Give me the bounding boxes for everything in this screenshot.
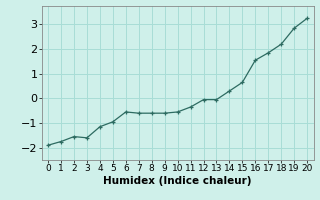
X-axis label: Humidex (Indice chaleur): Humidex (Indice chaleur)	[103, 176, 252, 186]
